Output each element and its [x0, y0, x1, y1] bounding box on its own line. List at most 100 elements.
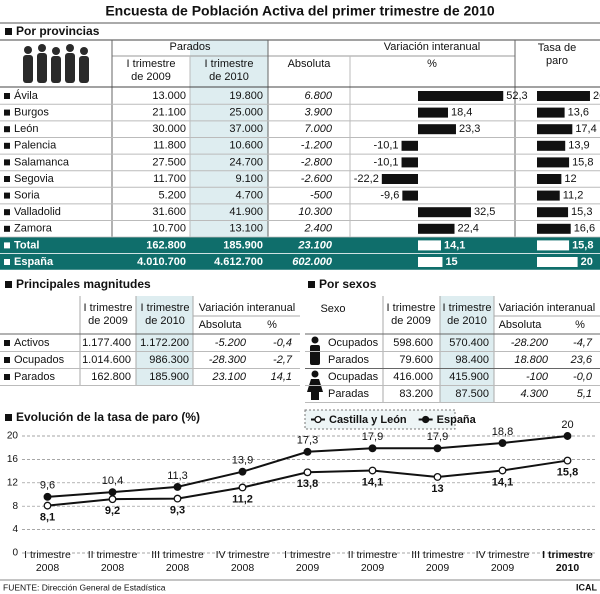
point	[108, 495, 117, 504]
province-name: León	[14, 123, 38, 135]
value-label: 13	[431, 483, 443, 495]
variacion-absoluta: -28.200	[511, 337, 549, 349]
header-pct: %	[427, 58, 437, 70]
parados-2010: 13.100	[229, 223, 263, 235]
tasa-label: 15,3	[571, 206, 592, 218]
tasa-label: 15,8	[572, 156, 593, 168]
variacion-absoluta: 23.100	[297, 239, 333, 251]
variacion-absoluta: -100	[526, 371, 549, 383]
title: Encuesta de Población Activa del primer …	[105, 3, 495, 19]
tasa-bar	[537, 190, 560, 201]
point	[43, 492, 52, 501]
variacion-absoluta: -5.200	[215, 337, 247, 349]
value-label: 20	[561, 419, 573, 431]
point	[433, 444, 442, 453]
variacion-absoluta: 602.000	[292, 256, 333, 268]
province-name: Total	[14, 239, 39, 251]
value-label: 11,3	[167, 470, 188, 482]
row-bullet	[4, 142, 10, 149]
heading-bullet	[308, 281, 315, 288]
tasa-bar	[537, 257, 578, 267]
header-pct: %	[575, 319, 585, 331]
variacion-pct: 14,1	[271, 371, 292, 383]
variacion-absoluta: 2.400	[303, 223, 332, 235]
header-tasa: Tasa de paro	[537, 42, 577, 67]
province-name: Valladolid	[14, 206, 61, 218]
parados-2009: 13.000	[152, 90, 186, 102]
variacion-absoluta: 7.000	[304, 123, 332, 135]
heading-bullet	[5, 414, 12, 421]
y-tick-label: 20	[7, 431, 19, 442]
value-label: 11,2	[232, 493, 253, 505]
pct-bar	[418, 223, 455, 234]
y-tick-label: 16	[7, 454, 19, 465]
parados-2009: 27.500	[152, 156, 186, 168]
point	[238, 483, 247, 492]
value-2010: 185.900	[149, 371, 189, 383]
tasa-label: 12	[564, 173, 576, 185]
tasa-label: 26,1	[593, 90, 600, 102]
row-name: Parados	[14, 371, 55, 383]
variacion-absoluta: 6.800	[304, 90, 332, 102]
province-name: Ávila	[14, 89, 39, 102]
parados-2010: 19.800	[229, 90, 263, 102]
row-bullet	[4, 93, 10, 99]
header-absoluta: Absoluta	[287, 58, 331, 70]
parados-2009: 4.010.700	[137, 256, 186, 268]
point	[173, 482, 182, 491]
parados-2010: 4.700	[235, 190, 263, 202]
header-2010: I trimestre de 2010	[140, 302, 190, 327]
parados-2010: 24.700	[229, 156, 263, 168]
woman-icon	[307, 379, 323, 400]
row-name: Parados	[328, 354, 369, 366]
variacion-absoluta: 3.900	[304, 107, 332, 119]
x-tick-label: II trimestre 2009	[347, 549, 398, 574]
parados-2009: 11.800	[153, 140, 186, 152]
value-2009: 83.200	[399, 388, 433, 400]
pct-bar	[418, 240, 441, 251]
column-shade	[136, 296, 193, 386]
variacion-absoluta: -500	[310, 190, 333, 202]
x-tick-label: I trimestre 2008	[24, 549, 71, 574]
pct-label: 14,1	[444, 239, 465, 251]
value-2010: 415.900	[449, 371, 489, 383]
row-name: Paradas	[328, 388, 369, 400]
point	[563, 432, 572, 440]
value-2009: 1.177.400	[82, 337, 131, 349]
value-2010: 986.300	[149, 354, 189, 366]
tasa-bar	[537, 174, 562, 184]
value-label: 8,1	[40, 512, 55, 524]
value-2010: 87.500	[455, 388, 489, 400]
variacion-absoluta: 10.300	[298, 206, 333, 218]
header-2009: I trimestre de 2009	[386, 302, 436, 327]
value-label: 13,8	[297, 478, 318, 490]
value-2009: 598.600	[393, 337, 433, 349]
tasa-label: 11,2	[563, 190, 584, 202]
province-name: Burgos	[14, 107, 49, 119]
point	[238, 467, 247, 476]
header-2010: I trimestre de 2010	[204, 58, 254, 83]
pct-bar	[401, 157, 418, 168]
tasa-bar	[537, 140, 566, 151]
variacion-pct: -2,7	[273, 354, 293, 366]
footer-credit: ICAL	[576, 582, 597, 592]
variacion-absoluta: 4.300	[520, 388, 548, 400]
header-variacion: Variación interanual	[498, 302, 596, 314]
tasa-label: 13,6	[568, 107, 589, 119]
tasa-bar	[537, 223, 571, 234]
row-bullet	[4, 192, 10, 199]
parados-2009: 5.200	[158, 190, 186, 202]
pct-label: -10,1	[373, 140, 398, 152]
pct-bar	[418, 107, 448, 118]
row-name: Ocupados	[328, 337, 379, 349]
value-2010: 1.172.200	[140, 337, 189, 349]
point	[498, 439, 507, 447]
tasa-bar	[537, 107, 565, 118]
people-icon	[23, 44, 89, 83]
y-tick-label: 8	[12, 501, 18, 512]
province-name: Salamanca	[14, 156, 70, 168]
heading-bullet	[5, 281, 12, 288]
heading-bullet	[5, 28, 12, 35]
